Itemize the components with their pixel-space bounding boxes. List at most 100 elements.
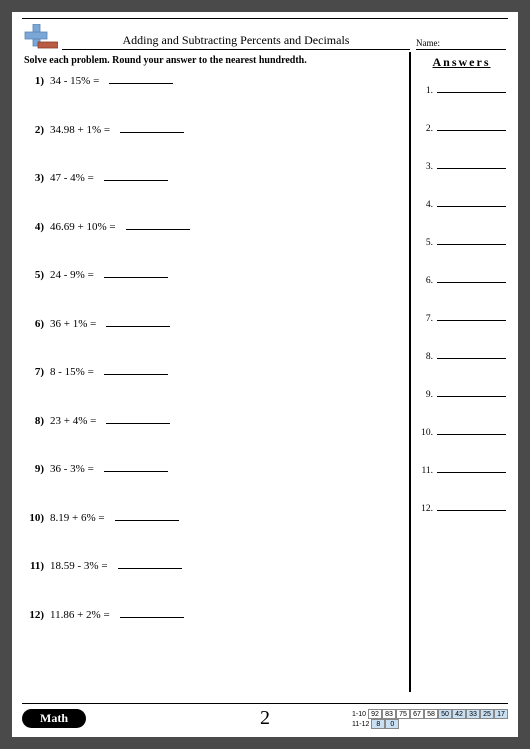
- problem-expression: 36 - 3% =: [50, 463, 94, 475]
- answer-blank[interactable]: [437, 464, 506, 473]
- score-cell: 58: [424, 709, 438, 719]
- answer-row: 11.: [417, 464, 506, 476]
- problem-number: 12): [24, 609, 44, 621]
- problem-expression: 8 - 15% =: [50, 366, 94, 378]
- answer-number: 4.: [417, 200, 433, 210]
- problem-row: 10)8.19 + 6% =: [24, 511, 403, 524]
- problem-number: 11): [24, 560, 44, 572]
- answer-number: 8.: [417, 352, 433, 362]
- problem-number: 9): [24, 463, 44, 475]
- answer-row: 6.: [417, 274, 506, 286]
- score-cell: 8: [371, 719, 385, 729]
- score-cell: 50: [438, 709, 452, 719]
- score-cell: 0: [385, 719, 399, 729]
- problem-blank[interactable]: [109, 74, 173, 84]
- score-cell: 67: [410, 709, 424, 719]
- answer-number: 2.: [417, 124, 433, 134]
- answer-number: 3.: [417, 162, 433, 172]
- answer-number: 11.: [417, 466, 433, 476]
- score-cell: 92: [368, 709, 382, 719]
- problem-number: 2): [24, 124, 44, 136]
- problem-expression: 47 - 4% =: [50, 172, 94, 184]
- problem-blank[interactable]: [115, 511, 179, 521]
- header: Adding and Subtracting Percents and Deci…: [24, 24, 506, 50]
- body: Solve each problem. Round your answer to…: [24, 52, 506, 692]
- problem-blank[interactable]: [120, 608, 184, 618]
- problems-list: 1) 34 - 15% = 2)34.98 + 1% = 3) 47 - 4% = 4)4…: [24, 74, 403, 621]
- score-row2-cells: 80: [371, 719, 399, 729]
- problem-blank[interactable]: [106, 317, 170, 327]
- problem-blank[interactable]: [118, 559, 182, 569]
- problem-row: 4)46.69 + 10% =: [24, 220, 403, 233]
- problem-number: 3): [24, 172, 44, 184]
- answer-number: 5.: [417, 238, 433, 248]
- problem-number: 8): [24, 415, 44, 427]
- answer-number: 6.: [417, 276, 433, 286]
- score-row-2: 11-12 80: [352, 719, 508, 729]
- score-cell: 83: [382, 709, 396, 719]
- score-row1-cells: 92837567585042332517: [368, 709, 508, 719]
- problem-expression: 34 - 15% =: [50, 75, 99, 87]
- answer-number: 7.: [417, 314, 433, 324]
- problem-blank[interactable]: [104, 462, 168, 472]
- answer-row: 1.: [417, 84, 506, 96]
- problem-number: 6): [24, 318, 44, 330]
- answer-number: 9.: [417, 390, 433, 400]
- problem-expression: 36 + 1% =: [50, 318, 96, 330]
- top-divider: [22, 18, 508, 19]
- answer-blank[interactable]: [437, 236, 506, 245]
- problem-row: 1) 34 - 15% =: [24, 74, 403, 87]
- problem-row: 3) 47 - 4% =: [24, 171, 403, 184]
- answer-blank[interactable]: [437, 312, 506, 321]
- problem-expression: 24 - 9% =: [50, 269, 94, 281]
- answer-number: 10.: [417, 428, 433, 438]
- score-grid: 1-10 92837567585042332517 11-12 80: [352, 709, 508, 729]
- problem-blank[interactable]: [104, 365, 168, 375]
- answer-number: 1.: [417, 86, 433, 96]
- answer-blank[interactable]: [437, 84, 506, 93]
- answers-heading: Answers: [417, 55, 506, 70]
- problem-blank[interactable]: [120, 123, 184, 133]
- worksheet-page: Adding and Subtracting Percents and Deci…: [12, 12, 518, 737]
- problem-blank[interactable]: [106, 414, 170, 424]
- problem-blank[interactable]: [126, 220, 190, 230]
- answer-blank[interactable]: [437, 388, 506, 397]
- answer-blank[interactable]: [437, 122, 506, 131]
- answer-blank[interactable]: [437, 274, 506, 283]
- problem-expression: 46.69 + 10% =: [50, 221, 116, 233]
- answer-row: 5.: [417, 236, 506, 248]
- problem-expression: 11.86 + 2% =: [50, 609, 110, 621]
- problem-blank[interactable]: [104, 268, 168, 278]
- answer-row: 4.: [417, 198, 506, 210]
- score-cell: 75: [396, 709, 410, 719]
- answers-column: Answers 1. 2. 3. 4. 5. 6. 7. 8. 9. 10. 11. 12.: [410, 52, 506, 692]
- problem-number: 1): [24, 75, 44, 87]
- problem-row: 12) 11.86 + 2% =: [24, 608, 403, 621]
- problem-row: 2)34.98 + 1% =: [24, 123, 403, 136]
- answer-row: 10.: [417, 426, 506, 438]
- problems-column: Solve each problem. Round your answer to…: [24, 52, 410, 692]
- score-row1-label: 1-10: [352, 711, 366, 718]
- score-cell: 42: [452, 709, 466, 719]
- name-field-label: Name:: [416, 38, 506, 50]
- answer-row: 12.: [417, 502, 506, 514]
- answer-blank[interactable]: [437, 502, 506, 511]
- instruction-text: Solve each problem. Round your answer to…: [24, 55, 403, 66]
- score-row-1: 1-10 92837567585042332517: [352, 709, 508, 719]
- problem-row: 8)23 + 4% =: [24, 414, 403, 427]
- problem-blank[interactable]: [104, 171, 168, 181]
- problem-expression: 8.19 + 6% =: [50, 512, 105, 524]
- footer: Math 2 1-10 92837567585042332517 11-12 8…: [22, 703, 508, 731]
- answers-list: 1. 2. 3. 4. 5. 6. 7. 8. 9. 10. 11. 12.: [417, 84, 506, 514]
- answer-blank[interactable]: [437, 350, 506, 359]
- score-row2-label: 11-12: [352, 721, 369, 728]
- answer-blank[interactable]: [437, 198, 506, 207]
- answer-row: 8.: [417, 350, 506, 362]
- answer-number: 12.: [417, 504, 433, 514]
- worksheet-title: Adding and Subtracting Percents and Deci…: [62, 33, 410, 50]
- page-number: 2: [260, 707, 270, 730]
- answer-blank[interactable]: [437, 426, 506, 435]
- problem-number: 5): [24, 269, 44, 281]
- answer-blank[interactable]: [437, 160, 506, 169]
- problem-row: 5) 24 - 9% =: [24, 268, 403, 281]
